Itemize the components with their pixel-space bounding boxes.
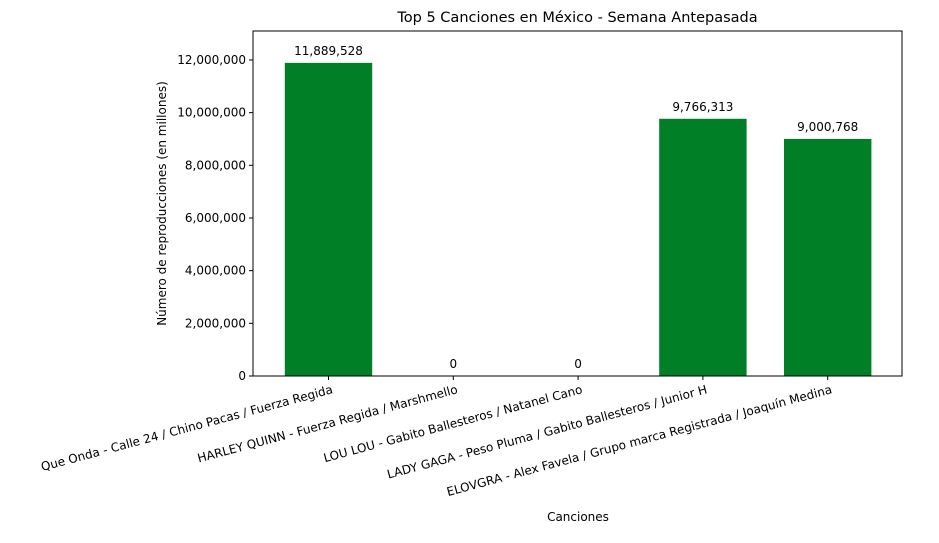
x-axis-label: Canciones: [547, 510, 609, 524]
bars-layer: [284, 62, 872, 377]
y-tick-label: 10,000,000: [177, 106, 246, 120]
bar-value-label: 0: [449, 357, 457, 371]
y-tick-label: 8,000,000: [185, 158, 246, 172]
bar-value-label: 9,766,313: [672, 100, 733, 114]
chart-title: Top 5 Canciones en México - Semana Antep…: [396, 10, 757, 26]
y-tick-label: 0: [238, 369, 246, 383]
bar-value-label: 9,000,768: [797, 120, 858, 134]
bar: [784, 138, 872, 376]
y-tick-label: 2,000,000: [185, 316, 246, 330]
y-axis: 0 2,000,000 4,000,000 6,000,000 8,000,000 10,…: [177, 53, 253, 383]
plot-frame: [252, 30, 903, 377]
data-labels-layer: 11,889,528 0 0 9,766,313 9,000,768: [294, 44, 858, 371]
y-tick-label: 12,000,000: [177, 53, 246, 67]
bar: [284, 62, 373, 376]
bar: [659, 118, 747, 377]
y-axis-label: Número de reproducciones (en millones): [155, 81, 169, 326]
x-axis: Que Onda - Calle 24 / Chino Pacas / Fuer…: [39, 376, 833, 499]
y-tick-label: 6,000,000: [185, 211, 246, 225]
bar-value-label: 11,889,528: [294, 44, 363, 58]
y-tick-label: 4,000,000: [185, 264, 246, 278]
bar-value-label: 0: [574, 357, 582, 371]
